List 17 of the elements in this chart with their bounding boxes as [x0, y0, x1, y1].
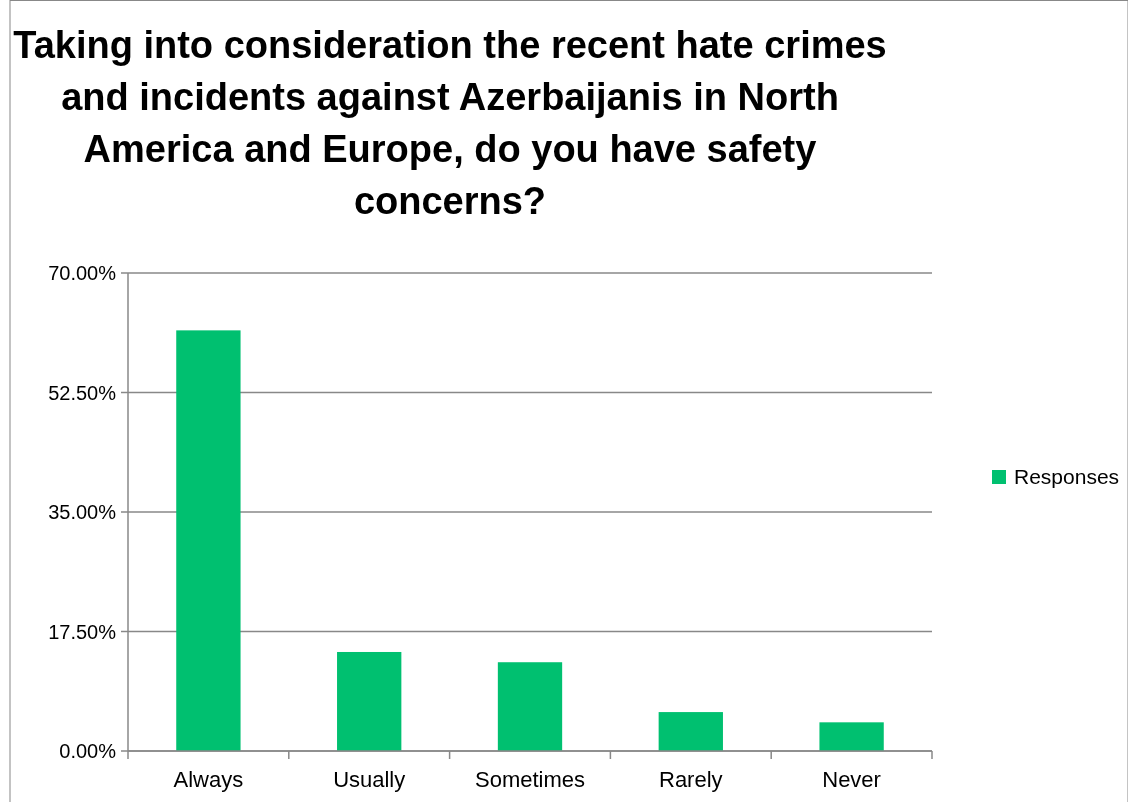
chart-title: Taking into consideration the recent hate crimes and incidents against Azerbaijanis in North America and Europe, do you have safety concerns?: [13, 24, 887, 222]
x-tick-label: Never: [822, 767, 881, 792]
y-tick-label: 52.50%: [48, 381, 117, 404]
y-tick-label: 0.00%: [59, 740, 117, 762]
y-tick-label: 70.00%: [48, 262, 117, 284]
x-tick-label: Always: [173, 767, 244, 792]
y-tick-label: 35.00%: [48, 501, 117, 523]
x-tick-label: Usually: [333, 767, 406, 792]
y-tick-label: 17.50%: [48, 620, 117, 643]
bar: [176, 330, 241, 751]
x-tick-label: Sometimes: [474, 767, 586, 792]
bar: [658, 712, 723, 751]
x-tick-label: Rarely: [659, 767, 723, 792]
bar: [337, 651, 402, 751]
bar: [819, 722, 884, 751]
legend-label: Responses: [1014, 465, 1120, 489]
bar: [497, 662, 563, 751]
